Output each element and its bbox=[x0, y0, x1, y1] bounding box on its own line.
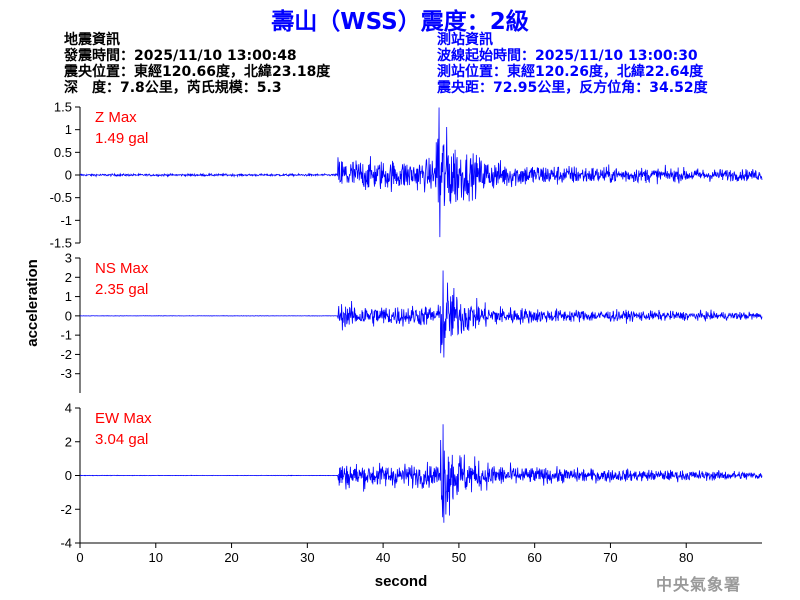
y-tick-label: 0 bbox=[65, 468, 72, 483]
quake-info-header: 地震資訊 bbox=[64, 32, 120, 48]
y-tick-label: 2 bbox=[65, 270, 72, 285]
max-label-ns: NS Max bbox=[95, 260, 149, 277]
x-tick-label: 70 bbox=[603, 550, 617, 565]
x-tick-label: 0 bbox=[76, 550, 83, 565]
y-tick-label: 0.5 bbox=[54, 145, 72, 160]
station-info-header: 測站資訊 bbox=[437, 32, 493, 48]
max-value-z: 1.49 gal bbox=[95, 130, 148, 147]
max-value-ew: 3.04 gal bbox=[95, 431, 148, 448]
x-tick-label: 10 bbox=[149, 550, 163, 565]
max-label-z: Z Max bbox=[95, 109, 137, 126]
station-distance: 震央距：72.95公里，反方位角：34.52度 bbox=[437, 80, 708, 96]
station-wave-start: 波線起始時間：2025/11/10 13:00:30 bbox=[437, 48, 698, 64]
chart-title: 壽山（WSS）震度：2級 bbox=[271, 9, 529, 35]
y-tick-label: -2 bbox=[60, 502, 72, 517]
trace-ns bbox=[79, 270, 763, 358]
y-tick-label: 3 bbox=[65, 251, 72, 266]
quake-origin-time: 發震時間：2025/11/10 13:00:48 bbox=[64, 48, 297, 64]
y-tick-label: -2 bbox=[60, 347, 72, 362]
y-tick-label: -1 bbox=[60, 213, 72, 228]
y-tick-label: -4 bbox=[60, 536, 72, 551]
trace-z bbox=[79, 107, 763, 238]
y-tick-label: 1 bbox=[65, 122, 72, 137]
quake-depth-magnitude: 深 度：7.8公里，芮氏規模：5.3 bbox=[64, 80, 282, 96]
y-tick-label: -0.5 bbox=[50, 190, 72, 205]
max-label-ew: EW Max bbox=[95, 410, 152, 427]
quake-epicenter: 震央位置：東經120.66度，北緯23.18度 bbox=[64, 64, 331, 80]
y-tick-label: 1.5 bbox=[54, 100, 72, 115]
y-tick-label: -3 bbox=[60, 366, 72, 381]
organization-watermark: 中央氣象署 bbox=[656, 575, 742, 594]
y-tick-label: 1 bbox=[65, 289, 72, 304]
max-value-ns: 2.35 gal bbox=[95, 281, 148, 298]
x-tick-label: 60 bbox=[527, 550, 541, 565]
x-tick-label: 40 bbox=[376, 550, 390, 565]
y-tick-label: -1.5 bbox=[50, 236, 72, 251]
quake-info: 地震資訊 發震時間：2025/11/10 13:00:48 震央位置：東經120… bbox=[64, 32, 330, 96]
y-tick-label: 2 bbox=[65, 434, 72, 449]
trace-ew bbox=[79, 424, 763, 523]
y-tick-label: -1 bbox=[60, 328, 72, 343]
station-location: 測站位置：東經120.26度，北緯22.64度 bbox=[437, 64, 704, 80]
y-tick-label: 0 bbox=[65, 308, 72, 323]
x-tick-label: 30 bbox=[300, 550, 314, 565]
station-info: 測站資訊 波線起始時間：2025/11/10 13:00:30 測站位置：東經1… bbox=[437, 32, 708, 96]
x-tick-label: 50 bbox=[452, 550, 466, 565]
y-tick-label: 4 bbox=[65, 401, 72, 416]
x-tick-label: 80 bbox=[679, 550, 693, 565]
x-axis-title: second bbox=[375, 573, 428, 590]
y-axis-title: acceleration bbox=[24, 259, 41, 347]
x-tick-label: 20 bbox=[224, 550, 238, 565]
y-tick-label: 0 bbox=[65, 168, 72, 183]
